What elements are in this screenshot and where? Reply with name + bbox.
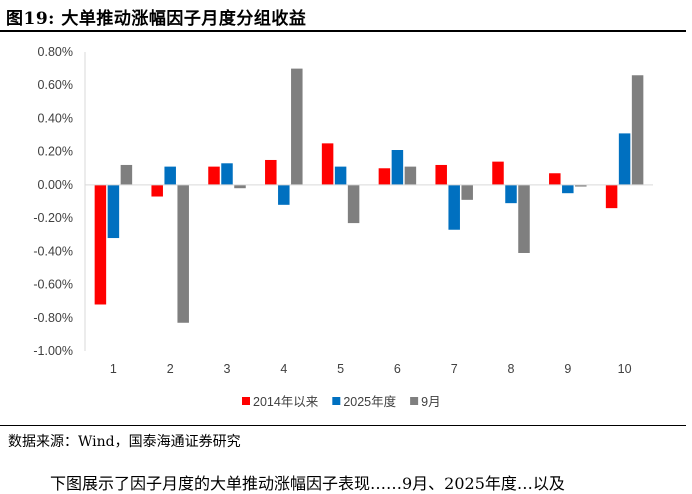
x-tick-label: 6 (394, 362, 401, 376)
bar-series-2 (618, 133, 631, 185)
x-tick-label: 10 (618, 362, 632, 376)
x-tick-label: 9 (564, 362, 571, 376)
bar-series-3 (347, 184, 360, 224)
bar-series-1 (94, 184, 107, 305)
x-tick-label: 1 (110, 362, 117, 376)
y-tick-label: -0.60% (33, 278, 73, 292)
bar-series-1 (605, 184, 618, 209)
top-rule (0, 30, 686, 32)
legend: 2014年以来 2025年度 9月 (242, 394, 441, 409)
legend-label: 2025年度 (343, 394, 396, 409)
legend-label: 2014年以来 (253, 395, 319, 409)
bar-series-2 (505, 184, 517, 204)
y-tick-label: -0.80% (33, 311, 73, 325)
y-tick-label: -0.40% (33, 244, 73, 258)
bar-chart: 0.80% 0.60% 0.40% 0.20% 0.00% -0.20% -0.40% -0.… (33, 45, 653, 409)
bar-series-2 (391, 150, 404, 185)
legend-swatch (242, 397, 250, 405)
bottom-rule (0, 425, 686, 426)
x-tick-label: 8 (508, 362, 515, 376)
bar-series-3 (234, 184, 246, 189)
bar-series-2 (107, 184, 120, 239)
y-tick-label: 0.20% (38, 145, 73, 159)
bar-series-1 (265, 159, 277, 185)
bar-series-2 (221, 163, 233, 185)
y-tick-label: 0.80% (38, 45, 73, 59)
bar-series-3 (461, 184, 473, 200)
bar-series-2 (164, 166, 176, 185)
bar-series-2 (448, 184, 460, 230)
x-tick-label: 2 (167, 362, 174, 376)
y-tick-label: -1.00% (33, 344, 73, 358)
bar-series-2 (278, 184, 290, 205)
bar-series-1 (549, 173, 561, 185)
x-axis-tick-labels: 1 2 3 4 5 6 7 8 9 10 (110, 362, 632, 376)
source-note: 数据来源：Wind，国泰海通证券研究 (8, 434, 241, 450)
y-tick-label: 0.40% (38, 111, 73, 125)
bar-series-1 (435, 164, 447, 185)
y-tick-label: 0.60% (38, 78, 73, 92)
bar-group (94, 68, 644, 323)
bar-series-3 (631, 75, 644, 185)
bar-series-3 (575, 184, 587, 187)
x-tick-label: 5 (337, 362, 344, 376)
bar-series-1 (492, 161, 504, 185)
y-axis-tick-labels: 0.80% 0.60% 0.40% 0.20% 0.00% -0.20% -0.40% -0.… (33, 45, 73, 358)
legend-swatch (410, 397, 419, 405)
bar-series-2 (334, 166, 347, 185)
bar-series-3 (404, 166, 417, 185)
bar-series-3 (518, 184, 530, 253)
x-tick-label: 4 (280, 362, 287, 376)
y-tick-label: -0.20% (33, 211, 73, 225)
body-text: 下图展示了因子月度的大单推动涨幅因子表现……9月、2025年度…以及 (50, 474, 565, 493)
y-tick-label: 0.00% (38, 178, 73, 192)
bar-series-1 (151, 184, 163, 197)
figure-title: 图19: 大单推动涨幅因子月度分组收益 (6, 9, 307, 29)
x-tick-label: 3 (224, 362, 231, 376)
bar-series-1 (378, 168, 391, 185)
legend-swatch (332, 397, 341, 405)
bar-series-3 (120, 164, 133, 185)
bar-series-1 (321, 143, 334, 185)
bar-series-3 (291, 68, 303, 185)
x-tick-label: 7 (451, 362, 458, 376)
bar-series-1 (208, 166, 220, 185)
bar-series-3 (177, 184, 189, 323)
bar-series-2 (562, 184, 574, 194)
legend-label: 9月 (421, 395, 440, 409)
